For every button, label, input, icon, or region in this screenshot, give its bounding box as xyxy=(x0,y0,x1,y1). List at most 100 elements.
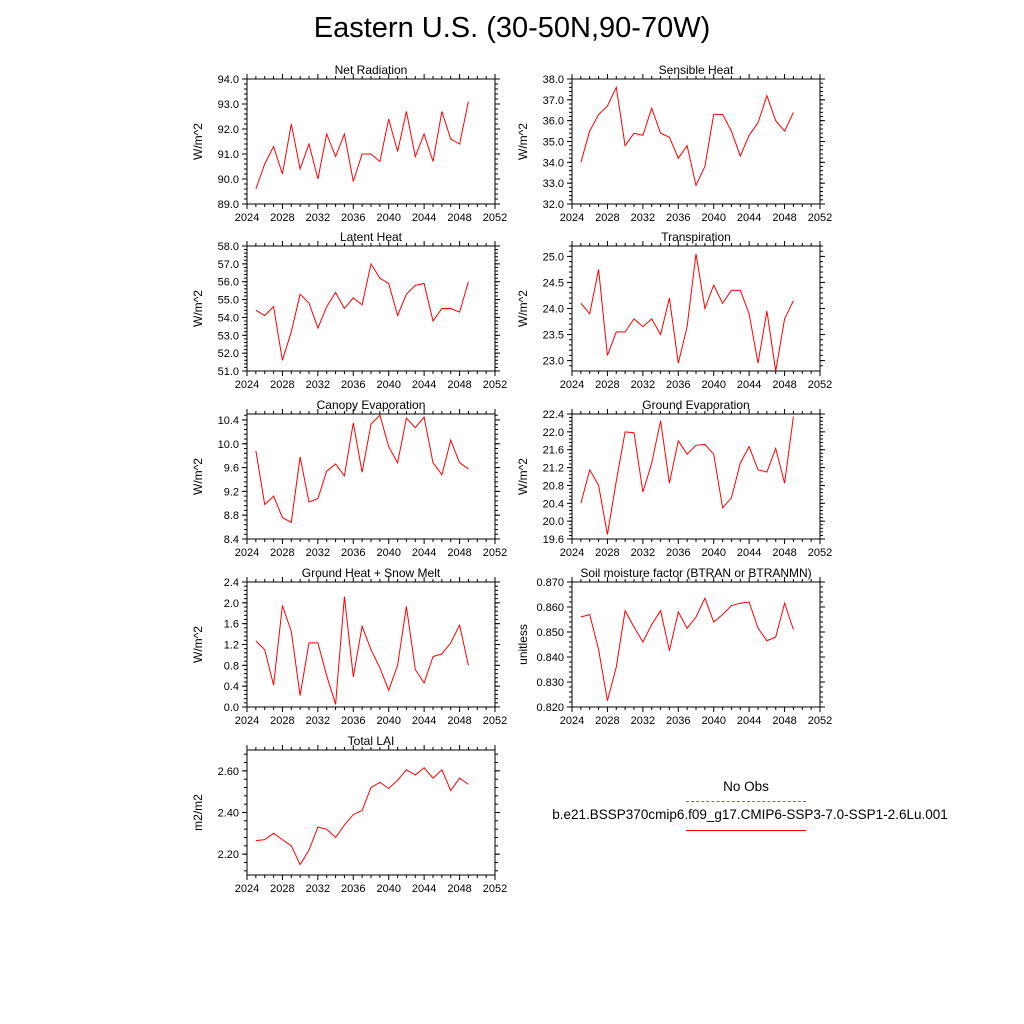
chart-panel: Soil moisture factor (BTRAN or BTRANMN) u… xyxy=(516,566,832,727)
y-tick-label: 2.20 xyxy=(218,849,239,861)
x-tick-label: 2044 xyxy=(412,379,436,391)
x-tick-label: 2028 xyxy=(270,212,294,224)
plot-frame xyxy=(246,413,496,540)
y-tick-label: 20.8 xyxy=(543,480,564,492)
y-tick-label: 38.0 xyxy=(543,74,564,86)
y-axis-label: m2/m2 xyxy=(191,794,205,831)
chart-panel: Ground Evaporation W/m^2 2024 2028 2032 2036 2… xyxy=(516,398,832,559)
y-tick-label: 8.4 xyxy=(224,534,239,546)
series-line xyxy=(255,767,469,866)
x-tick-label: 2032 xyxy=(631,547,655,559)
y-tick-label: 33.0 xyxy=(543,178,564,190)
x-tick-label: 2044 xyxy=(737,379,761,391)
x-tick-label: 2028 xyxy=(270,547,294,559)
y-tick-label: 54.0 xyxy=(218,312,239,324)
plot-frame xyxy=(246,749,496,876)
x-tick-label: 2024 xyxy=(235,379,259,391)
page-title: Eastern U.S. (30-50N,90-70W) xyxy=(313,12,711,44)
y-tick-label: 21.2 xyxy=(543,463,564,475)
y-tick-label: 0.840 xyxy=(536,652,564,664)
y-tick-label: 36.0 xyxy=(543,116,564,128)
x-tick-label: 2048 xyxy=(447,379,471,391)
x-tick-label: 2052 xyxy=(483,379,507,391)
y-tick-label: 10.0 xyxy=(218,439,239,451)
x-tick-label: 2052 xyxy=(808,715,832,727)
y-tick-label: 2.40 xyxy=(218,808,239,820)
y-tick-label: 0.4 xyxy=(224,681,239,693)
legend-series-line xyxy=(686,830,806,831)
panel-title: Canopy Evaporation xyxy=(317,398,426,412)
x-tick-label: 2024 xyxy=(235,547,259,559)
series-line xyxy=(580,596,794,701)
y-tick-label: 37.0 xyxy=(543,95,564,107)
series-line xyxy=(255,101,469,190)
y-axis-label: W/m^2 xyxy=(516,290,530,327)
x-tick-label: 2040 xyxy=(376,715,400,727)
x-tick-label: 2052 xyxy=(483,212,507,224)
x-tick-label: 2044 xyxy=(412,212,436,224)
x-tick-label: 2052 xyxy=(483,547,507,559)
y-tick-label: 0.850 xyxy=(536,627,564,639)
x-tick-label: 2052 xyxy=(483,883,507,895)
y-tick-label: 2.4 xyxy=(224,577,239,589)
legend-title: No Obs xyxy=(723,779,769,794)
y-axis-label: W/m^2 xyxy=(516,123,530,160)
chart-panel: Transpiration W/m^2 2024 2028 2032 2036 2040 20… xyxy=(516,230,832,391)
y-tick-label: 9.2 xyxy=(224,486,239,498)
x-tick-label: 2052 xyxy=(808,547,832,559)
x-tick-label: 2036 xyxy=(341,547,365,559)
panel-title: Ground Heat + Snow Melt xyxy=(302,566,441,580)
x-tick-label: 2044 xyxy=(412,715,436,727)
y-tick-label: 0.820 xyxy=(536,702,564,714)
y-tick-label: 0.830 xyxy=(536,677,564,689)
panel-title: Ground Evaporation xyxy=(642,398,749,412)
x-tick-label: 2048 xyxy=(772,715,796,727)
y-tick-label: 35.0 xyxy=(543,137,564,149)
x-tick-label: 2028 xyxy=(270,715,294,727)
panel-title: Total LAI xyxy=(348,734,395,748)
plot-frame xyxy=(246,581,496,708)
x-tick-label: 2040 xyxy=(376,379,400,391)
legend: No Obs b.e21.BSSP370cmip6.f09_g17.CMIP6-… xyxy=(520,776,1000,846)
x-tick-label: 2032 xyxy=(306,379,330,391)
x-tick-label: 2040 xyxy=(701,212,725,224)
y-tick-label: 56.0 xyxy=(218,277,239,289)
y-tick-label: 0.8 xyxy=(224,660,239,672)
y-tick-label: 23.0 xyxy=(543,356,564,368)
x-tick-label: 2036 xyxy=(341,883,365,895)
y-tick-label: 91.0 xyxy=(218,149,239,161)
y-tick-label: 10.4 xyxy=(218,415,239,427)
x-tick-label: 2032 xyxy=(306,883,330,895)
x-tick-label: 2028 xyxy=(270,883,294,895)
y-tick-label: 34.0 xyxy=(543,157,564,169)
x-tick-label: 2040 xyxy=(376,212,400,224)
y-tick-label: 2.60 xyxy=(218,766,239,778)
x-tick-label: 2036 xyxy=(666,715,690,727)
y-axis-label: W/m^2 xyxy=(191,458,205,495)
y-axis-label: W/m^2 xyxy=(191,290,205,327)
y-tick-label: 92.0 xyxy=(218,124,239,136)
y-tick-label: 24.5 xyxy=(543,277,564,289)
x-tick-label: 2044 xyxy=(737,212,761,224)
x-tick-label: 2024 xyxy=(560,379,584,391)
x-tick-label: 2052 xyxy=(483,715,507,727)
x-tick-label: 2024 xyxy=(235,212,259,224)
chart-panel: Sensible Heat W/m^2 2024 2028 2032 2036 2040 20… xyxy=(516,63,832,224)
chart-panel: Net Radiation W/m^2 2024 2028 2032 2036 2040 20… xyxy=(191,63,507,224)
y-tick-label: 58.0 xyxy=(218,241,239,253)
y-tick-label: 0.0 xyxy=(224,702,239,714)
y-tick-label: 21.6 xyxy=(543,445,564,457)
y-axis-label: W/m^2 xyxy=(191,123,205,160)
x-tick-label: 2024 xyxy=(235,715,259,727)
x-tick-label: 2044 xyxy=(412,883,436,895)
y-tick-label: 57.0 xyxy=(218,259,239,271)
y-tick-label: 22.0 xyxy=(543,427,564,439)
x-tick-label: 2040 xyxy=(701,547,725,559)
y-tick-label: 24.0 xyxy=(543,304,564,316)
y-tick-label: 94.0 xyxy=(218,74,239,86)
y-tick-label: 25.0 xyxy=(543,251,564,263)
y-tick-label: 9.6 xyxy=(224,463,239,475)
legend-obs-line xyxy=(686,801,806,802)
y-tick-label: 51.0 xyxy=(218,366,239,378)
chart-panel: Ground Heat + Snow Melt W/m^2 2024 2028 2032… xyxy=(191,566,507,727)
